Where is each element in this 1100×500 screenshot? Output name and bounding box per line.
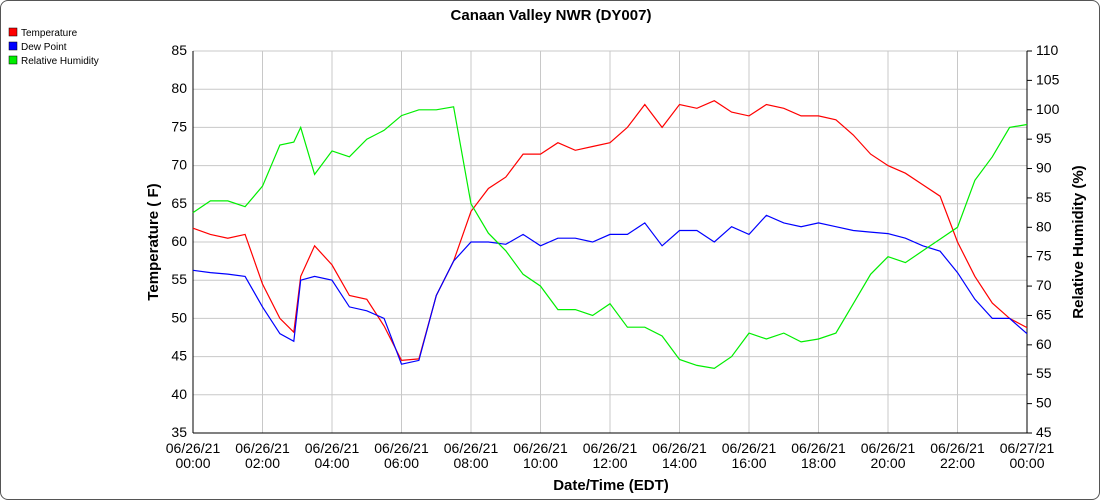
x-tick-time: 08:00 <box>453 455 488 471</box>
y-tick-label: 85 <box>171 42 187 58</box>
legend-swatch <box>8 41 18 51</box>
series-line-temperature <box>192 100 1028 362</box>
x-tick-time: 12:00 <box>592 455 627 471</box>
x-tick-time: 16:00 <box>731 455 766 471</box>
series-lines <box>192 100 1028 370</box>
y-tick-label: 65 <box>171 195 187 211</box>
x-tick-date: 06/26/21 <box>652 440 707 456</box>
x-tick-date: 06/26/21 <box>235 440 290 456</box>
y-tick-label: 50 <box>171 309 187 325</box>
x-tick-date: 06/26/21 <box>722 440 777 456</box>
axes: 35 40 45 50 55 60 65 70 75 80 85 45 50 55 60 65 70 75 80 85… <box>166 42 1060 471</box>
y2-tick-label: 105 <box>1036 71 1060 87</box>
y2-tick-label: 95 <box>1036 130 1052 146</box>
legend-label: Dew Point <box>21 42 67 53</box>
x-tick-date: 06/26/21 <box>791 440 846 456</box>
legend-label: Relative Humidity <box>21 56 99 67</box>
x-tick-date: 06/27/21 <box>1000 440 1055 456</box>
x-tick-date: 06/26/21 <box>305 440 360 456</box>
x-tick-time: 00:00 <box>175 455 210 471</box>
x-tick-time: 00:00 <box>1009 455 1044 471</box>
y2-tick-label: 90 <box>1036 160 1052 176</box>
x-tick-date: 06/26/21 <box>583 440 638 456</box>
x-tick-date: 06/26/21 <box>166 440 221 456</box>
y-tick-label: 60 <box>171 233 187 249</box>
y2-tick-label: 45 <box>1036 424 1052 440</box>
x-tick-time: 04:00 <box>314 455 349 471</box>
x-tick-date: 06/26/21 <box>930 440 985 456</box>
legend-swatch <box>8 27 18 37</box>
x-tick-time: 22:00 <box>940 455 975 471</box>
x-tick-time: 10:00 <box>523 455 558 471</box>
y-tick-label: 55 <box>171 271 187 287</box>
x-tick-date: 06/26/21 <box>861 440 916 456</box>
y-tick-label: 40 <box>171 386 187 402</box>
y-tick-label: 75 <box>171 118 187 134</box>
x-tick-date: 06/26/21 <box>444 440 499 456</box>
series-line-relative-humidity <box>192 106 1028 370</box>
y2-tick-label: 65 <box>1036 306 1052 322</box>
y-axis-label: Temperature ( F) <box>145 183 162 300</box>
legend-swatch <box>8 55 18 65</box>
y2-tick-label: 80 <box>1036 218 1052 234</box>
x-tick-time: 14:00 <box>662 455 697 471</box>
x-tick-time: 18:00 <box>801 455 836 471</box>
y2-tick-label: 100 <box>1036 101 1060 117</box>
y2-tick-label: 60 <box>1036 336 1052 352</box>
x-tick-time: 06:00 <box>384 455 419 471</box>
y2-tick-label: 50 <box>1036 395 1052 411</box>
chart-title: Canaan Valley NWR (DY007) <box>451 7 652 24</box>
y2-tick-label: 55 <box>1036 365 1052 381</box>
x-tick-time: 02:00 <box>245 455 280 471</box>
y-tick-label: 45 <box>171 348 187 364</box>
series-line-dew-point <box>192 214 1028 365</box>
legend: Temperature Dew Point Relative Humidity <box>8 27 99 67</box>
y-tick-label: 80 <box>171 80 187 96</box>
y2-tick-label: 85 <box>1036 189 1052 205</box>
y2-tick-label: 110 <box>1036 42 1059 58</box>
y2-tick-label: 70 <box>1036 277 1052 293</box>
y2-axis-label: Relative Humidity (%) <box>1070 165 1087 318</box>
y-tick-label: 35 <box>171 424 187 440</box>
legend-label: Temperature <box>21 28 78 39</box>
x-tick-time: 20:00 <box>870 455 905 471</box>
x-axis-label: Date/Time (EDT) <box>553 477 669 494</box>
grid <box>192 50 1028 434</box>
x-tick-date: 06/26/21 <box>513 440 568 456</box>
y-tick-label: 70 <box>171 157 187 173</box>
y2-tick-label: 75 <box>1036 248 1052 264</box>
x-tick-date: 06/26/21 <box>374 440 429 456</box>
